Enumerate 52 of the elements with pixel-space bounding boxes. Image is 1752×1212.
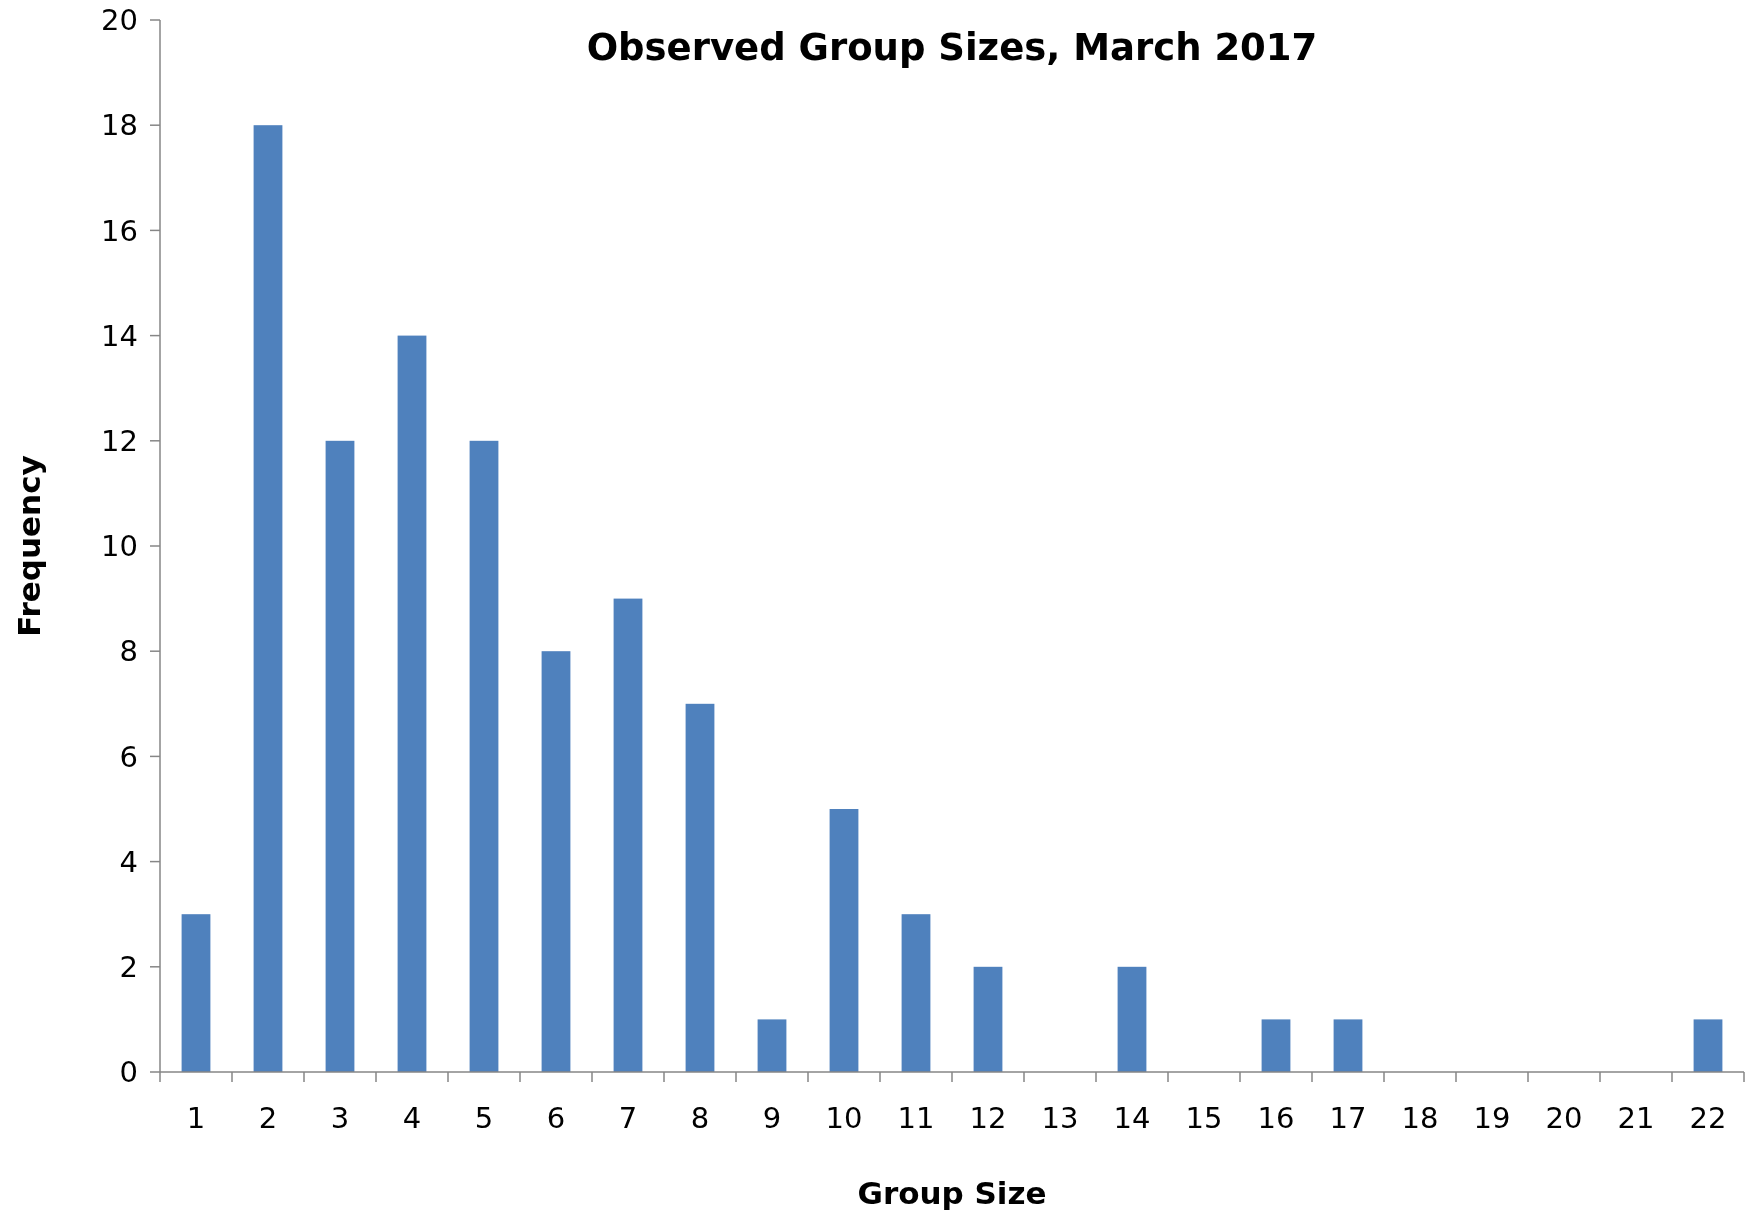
- x-tick-label: 12: [969, 1101, 1007, 1135]
- bar: [685, 703, 715, 1072]
- x-tick-label: 16: [1257, 1101, 1295, 1135]
- x-tick-label: 9: [762, 1101, 782, 1135]
- y-tick-label: 8: [119, 634, 138, 669]
- bar: [181, 914, 211, 1072]
- x-tick-label: 8: [690, 1101, 710, 1135]
- x-tick-label: 6: [546, 1101, 566, 1135]
- chart-title: Observed Group Sizes, March 2017: [586, 26, 1318, 69]
- x-tick-label: 17: [1329, 1101, 1367, 1135]
- x-tick-label: 4: [402, 1101, 422, 1135]
- bar: [1333, 1019, 1363, 1072]
- x-tick-label: 21: [1617, 1101, 1655, 1135]
- x-tick-label: 13: [1041, 1101, 1079, 1135]
- bar: [1261, 1019, 1291, 1072]
- x-tick-label: 3: [330, 1101, 350, 1135]
- y-tick-label: 16: [101, 213, 138, 248]
- x-tick-label: 20: [1545, 1101, 1583, 1135]
- y-tick-label: 20: [101, 3, 138, 38]
- x-tick-label: 22: [1689, 1101, 1727, 1135]
- y-tick-label: 18: [101, 108, 138, 143]
- bar: [541, 651, 571, 1072]
- bar: [1117, 966, 1147, 1072]
- x-tick-label: 19: [1473, 1101, 1511, 1135]
- bar: [1693, 1019, 1723, 1072]
- x-axis-title: Group Size: [857, 1175, 1047, 1211]
- y-tick-label: 12: [101, 423, 138, 458]
- y-tick-label: 0: [119, 1055, 138, 1090]
- bar: [757, 1019, 787, 1072]
- x-tick-label: 1: [186, 1101, 206, 1135]
- y-tick-label: 14: [101, 318, 138, 353]
- x-tick-label: 14: [1113, 1101, 1151, 1135]
- bar: [325, 440, 355, 1072]
- bar: [613, 598, 643, 1072]
- bar: [253, 125, 283, 1072]
- x-tick-label: 2: [258, 1101, 278, 1135]
- x-tick-label: 7: [618, 1101, 638, 1135]
- y-tick-label: 4: [119, 844, 138, 879]
- bar: [469, 440, 499, 1072]
- y-tick-label: 6: [119, 739, 138, 774]
- x-tick-label: 5: [474, 1101, 494, 1135]
- y-tick-label: 2: [119, 949, 138, 984]
- bar: [829, 809, 859, 1072]
- x-tick-label: 18: [1401, 1101, 1439, 1135]
- y-axis-title: Frequency: [11, 455, 47, 637]
- x-tick-label: 15: [1185, 1101, 1223, 1135]
- bar: [901, 914, 931, 1072]
- bar: [397, 335, 427, 1072]
- y-tick-label: 10: [101, 529, 138, 564]
- bar: [973, 966, 1003, 1072]
- x-tick-label: 10: [825, 1101, 863, 1135]
- x-tick-label: 11: [897, 1101, 935, 1135]
